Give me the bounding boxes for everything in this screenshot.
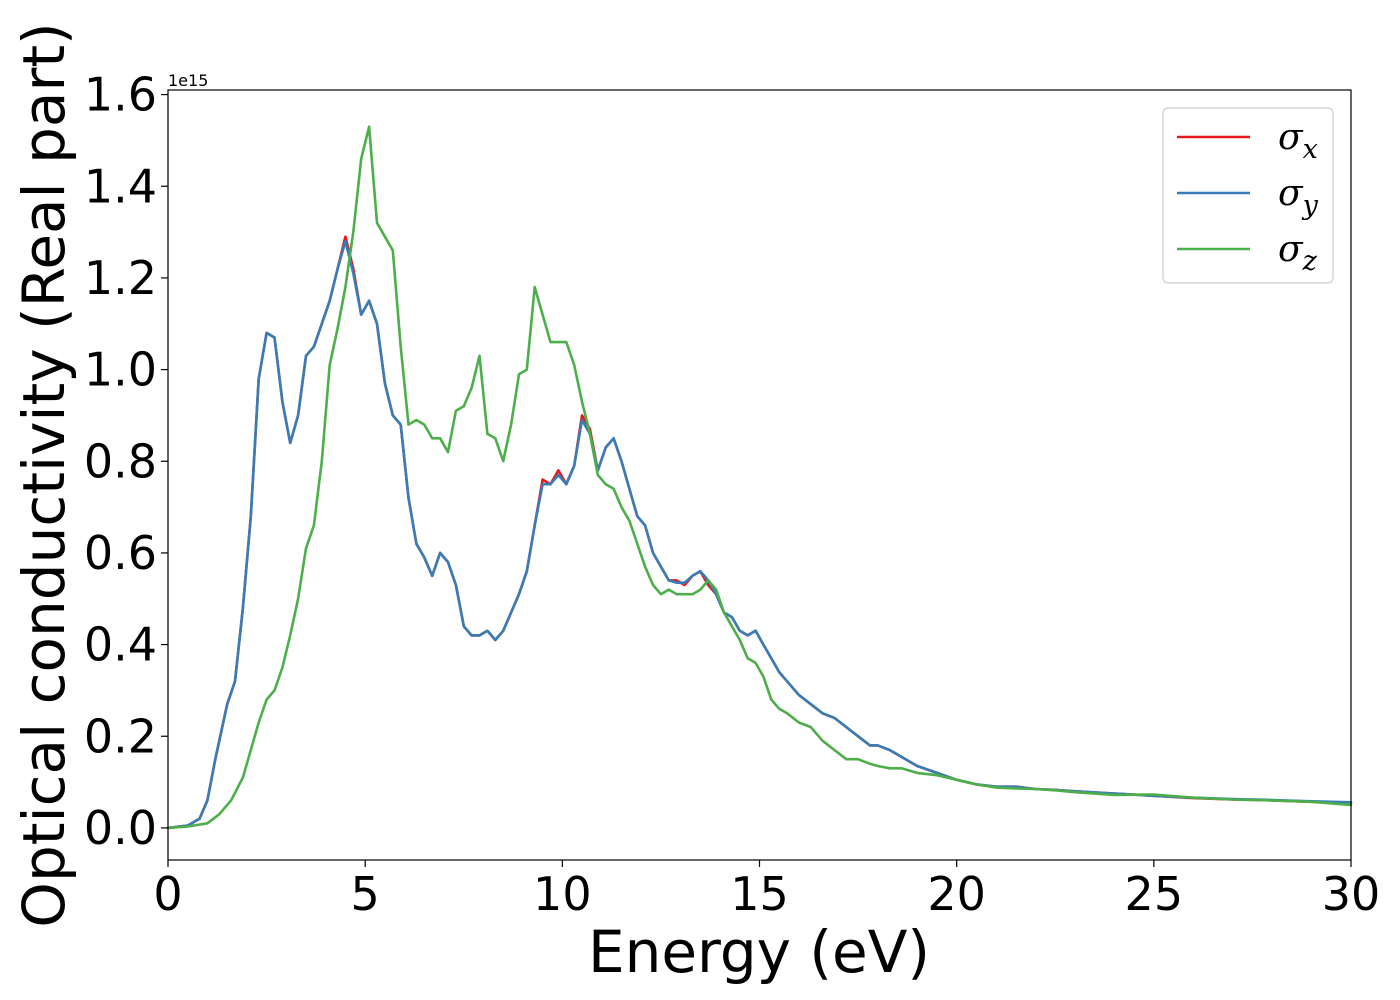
y-axis-ticks: 0.0 0.2 0.4 0.6 0.8 1.0 1.2 1.4 1.6 (84, 68, 168, 855)
x-tick-label: 30 (1322, 867, 1381, 921)
x-tick-label: 10 (533, 867, 592, 921)
y-tick-label: 0.4 (84, 618, 157, 672)
y-tick-label: 1.2 (84, 251, 157, 305)
legend-symbol: σ (1278, 117, 1304, 158)
series-line-z (166, 125, 1353, 830)
y-tick-label: 0.6 (84, 526, 157, 580)
y-offset-label: 1e15 (168, 71, 208, 90)
x-tick-label: 0 (153, 867, 182, 921)
y-tick-label: 0.8 (84, 434, 157, 488)
y-axis-label: Optical conductivity (Real part) (10, 22, 78, 927)
x-tick-label: 15 (730, 867, 789, 921)
series-layer (166, 125, 1353, 830)
x-tick-label: 25 (1125, 867, 1184, 921)
y-tick-label: 1.4 (84, 159, 157, 213)
legend-label-y: σy (1278, 173, 1319, 221)
x-axis-ticks: 0 5 10 15 20 25 30 (153, 860, 1380, 921)
x-tick-label: 20 (927, 867, 986, 921)
legend-label-x: σx (1278, 117, 1318, 165)
plot-area (168, 90, 1351, 860)
y-tick-label: 1.6 (84, 68, 157, 122)
legend-subscript: x (1303, 134, 1318, 165)
legend-symbol: σ (1278, 173, 1304, 214)
legend-box (1162, 107, 1334, 284)
y-tick-label: 0.0 (84, 801, 157, 855)
y-tick-label: 0.2 (84, 709, 157, 763)
legend-symbol: σ (1278, 229, 1304, 270)
legend-subscript: z (1302, 246, 1318, 277)
x-tick-label: 5 (351, 867, 380, 921)
x-axis-label: Energy (eV) (588, 918, 930, 986)
legend-subscript: y (1302, 190, 1319, 221)
legend-label-z: σz (1278, 229, 1318, 277)
y-tick-label: 1.0 (84, 343, 157, 397)
